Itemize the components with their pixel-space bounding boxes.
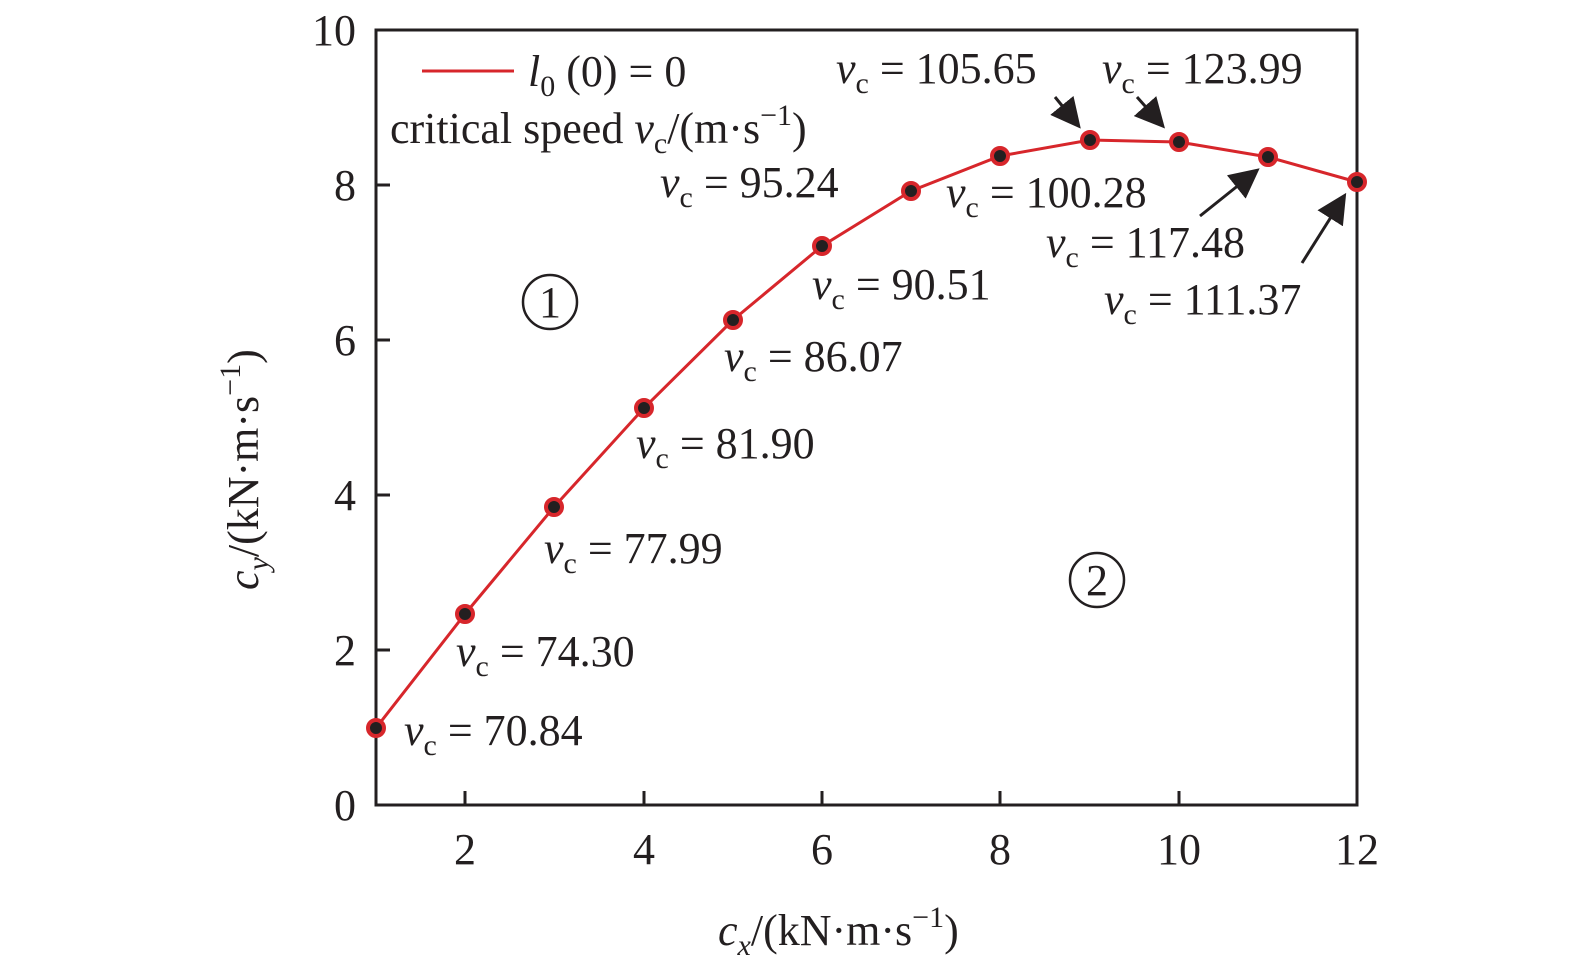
arrow-icon — [1050, 95, 1081, 129]
data-point — [990, 146, 1010, 166]
data-point — [455, 604, 475, 624]
vc-label-6: vc = 90.51 — [812, 260, 991, 316]
data-point — [634, 398, 654, 418]
data-point — [1169, 132, 1189, 152]
legend: l0 (0) = 0 critical speed vc/(m·s−1) — [390, 47, 807, 160]
point-annotations: vc = 70.84 vc = 74.30 vc = 77.99 vc = 81… — [404, 44, 1303, 762]
data-point — [812, 236, 832, 256]
legend-subtitle: critical speed vc/(m·s−1) — [390, 99, 807, 160]
y-tick-4: 4 — [334, 471, 356, 520]
region-2-label: 2 — [1086, 556, 1108, 605]
vc-label-11: vc = 117.48 — [1046, 218, 1245, 274]
y-tick-10: 10 — [312, 6, 356, 55]
arrow-icon — [1199, 168, 1260, 218]
y-axis-tick-labels: 0 2 4 6 8 10 — [312, 6, 356, 830]
vc-label-2: vc = 74.30 — [456, 627, 635, 683]
region-1-label: 1 — [539, 278, 561, 327]
x-axis-ticks — [463, 791, 1181, 805]
x-tick-10: 10 — [1157, 825, 1201, 874]
arrow-icon — [1300, 192, 1347, 264]
data-point — [1347, 172, 1367, 192]
series-line — [374, 138, 1358, 729]
y-tick-2: 2 — [334, 626, 356, 675]
arrow-icon — [1133, 96, 1165, 129]
y-tick-8: 8 — [334, 161, 356, 210]
x-tick-4: 4 — [633, 825, 655, 874]
series-markers — [366, 130, 1367, 738]
vc-label-10: vc = 123.99 — [1102, 44, 1303, 100]
data-point — [901, 181, 921, 201]
x-axis-tick-labels: 2 4 6 8 10 12 — [454, 825, 1379, 874]
vc-label-7: vc = 95.24 — [660, 158, 839, 214]
plot-frame — [374, 28, 1359, 807]
x-tick-6: 6 — [811, 825, 833, 874]
x-tick-8: 8 — [989, 825, 1011, 874]
region-2-circle — [1068, 551, 1126, 609]
annotation-arrows — [1050, 95, 1347, 264]
data-point — [544, 497, 564, 517]
y-tick-0: 0 — [334, 781, 356, 830]
data-point — [1258, 147, 1278, 167]
vc-label-9: vc = 105.65 — [836, 44, 1037, 100]
x-tick-2: 2 — [454, 825, 476, 874]
vc-label-5: vc = 86.07 — [724, 332, 903, 388]
region-markers: 1 2 — [521, 273, 1126, 609]
x-tick-12: 12 — [1335, 825, 1379, 874]
data-point — [723, 310, 743, 330]
x-axis-label: cx/(kN·m·s−1) — [718, 901, 959, 962]
legend-series-label: l0 (0) = 0 — [528, 47, 686, 103]
vc-label-4: vc = 81.90 — [636, 419, 815, 475]
region-1-circle — [521, 273, 579, 331]
data-point — [1080, 130, 1100, 150]
y-axis-label: cy/(kN·m·s−1) — [214, 349, 275, 590]
data-point — [366, 718, 386, 738]
y-tick-6: 6 — [334, 316, 356, 365]
vc-label-1: vc = 70.84 — [404, 706, 583, 762]
vc-label-3: vc = 77.99 — [544, 524, 723, 580]
vc-label-8: vc = 100.28 — [946, 168, 1147, 224]
vc-label-12: vc = 111.37 — [1104, 275, 1301, 331]
y-axis-ticks — [376, 183, 390, 652]
